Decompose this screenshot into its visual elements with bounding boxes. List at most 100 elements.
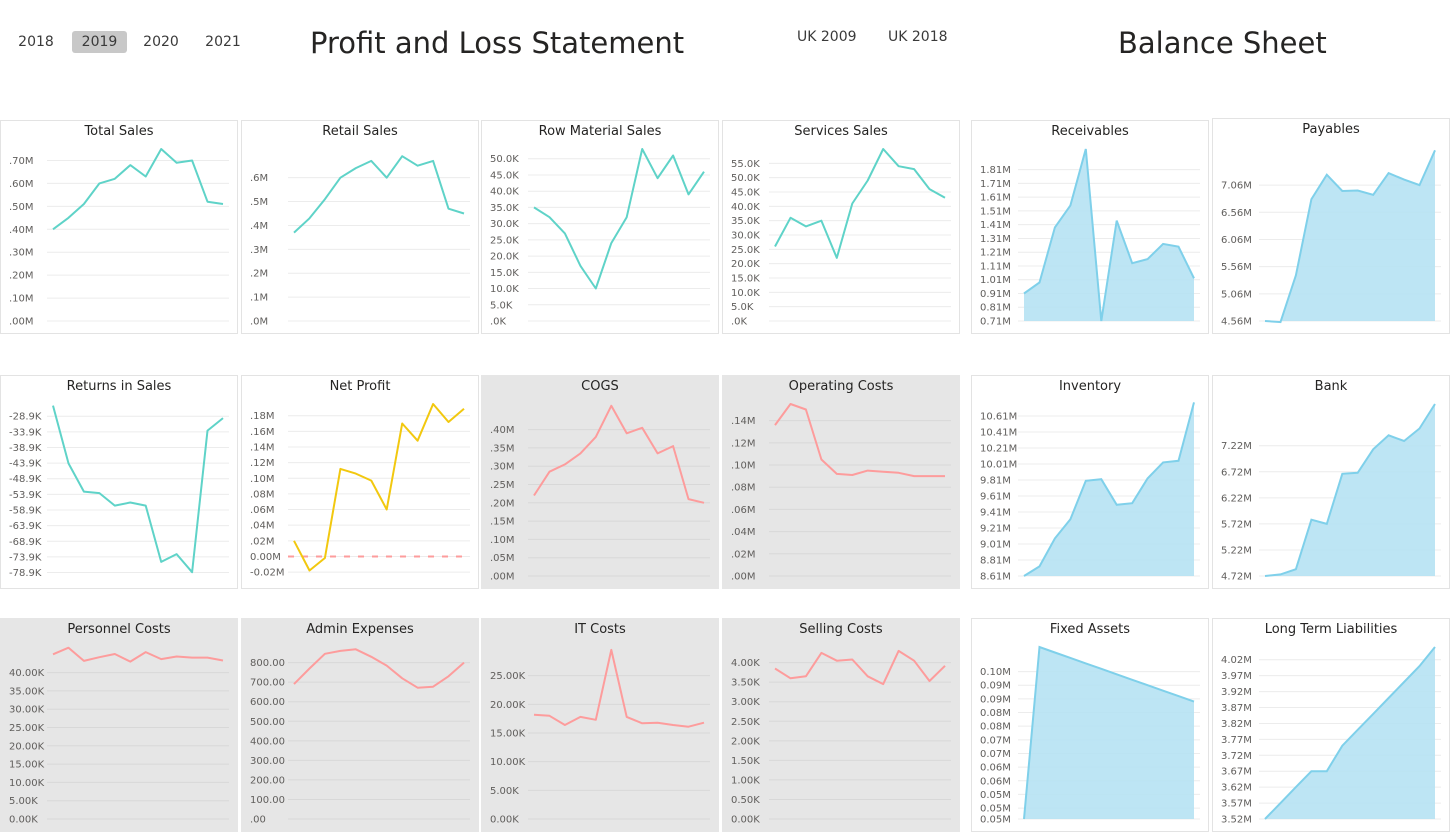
long-term-liabilities-point[interactable] xyxy=(1417,664,1422,669)
year-button-2019[interactable]: 2019 xyxy=(72,31,127,53)
it-costs-point[interactable] xyxy=(593,717,598,722)
operating-costs-point[interactable] xyxy=(788,402,793,407)
long-term-liabilities-point[interactable] xyxy=(1355,727,1360,732)
selling-costs-point[interactable] xyxy=(896,648,901,653)
payables-point[interactable] xyxy=(1278,320,1283,325)
returns-in-sales-point[interactable] xyxy=(112,503,117,508)
row-material-sales-point[interactable] xyxy=(578,263,583,268)
inventory-point[interactable] xyxy=(1083,478,1088,483)
total-sales-point[interactable] xyxy=(190,158,195,163)
cogs-point[interactable] xyxy=(532,493,537,498)
total-sales-panel[interactable]: .70M .60M .50M .40M .30M .20M .10M .00M Total Sa… xyxy=(0,120,238,334)
returns-in-sales-point[interactable] xyxy=(221,416,226,421)
cogs-point[interactable] xyxy=(702,500,707,505)
cogs-point[interactable] xyxy=(624,431,629,436)
operating-costs-point[interactable] xyxy=(819,457,824,462)
cogs-point[interactable] xyxy=(640,425,645,430)
cogs-point[interactable] xyxy=(655,451,660,456)
bank-point[interactable] xyxy=(1278,572,1283,577)
personnel-costs-point[interactable] xyxy=(221,658,226,663)
row-material-sales-point[interactable] xyxy=(624,215,629,220)
it-costs-point[interactable] xyxy=(532,712,537,717)
total-sales-point[interactable] xyxy=(205,199,210,204)
personnel-costs-point[interactable] xyxy=(205,655,210,660)
it-costs-point[interactable] xyxy=(640,721,645,726)
fixed-assets-point[interactable] xyxy=(1037,645,1042,650)
fixed-assets-point[interactable] xyxy=(1099,666,1104,671)
bank-point[interactable] xyxy=(1309,517,1314,522)
payables-point[interactable] xyxy=(1433,148,1438,153)
admin-expenses-point[interactable] xyxy=(431,684,436,689)
bank-point[interactable] xyxy=(1324,521,1329,526)
selling-costs-panel[interactable]: 4.00K 3.50K 3.00K 2.50K 2.00K 1.50K 1.00K 0.50K… xyxy=(722,618,960,832)
it-costs-point[interactable] xyxy=(655,720,660,725)
operating-costs-point[interactable] xyxy=(803,407,808,412)
inventory-point[interactable] xyxy=(1099,477,1104,482)
net-profit-point[interactable] xyxy=(446,419,451,424)
retail-sales-point[interactable] xyxy=(431,158,436,163)
selling-costs-point[interactable] xyxy=(881,682,886,687)
retail-sales-point[interactable] xyxy=(353,166,358,171)
net-profit-point[interactable] xyxy=(369,478,374,483)
receivables-point[interactable] xyxy=(1052,225,1057,230)
fixed-assets-point[interactable] xyxy=(1052,650,1057,655)
inventory-point[interactable] xyxy=(1068,517,1073,522)
bank-point[interactable] xyxy=(1293,567,1298,572)
personnel-costs-point[interactable] xyxy=(51,652,56,657)
receivables-point[interactable] xyxy=(1176,244,1181,249)
row-material-sales-point[interactable] xyxy=(593,286,598,291)
year-button-2021[interactable]: 2021 xyxy=(205,34,241,50)
fixed-assets-point[interactable] xyxy=(1145,683,1150,688)
receivables-point[interactable] xyxy=(1022,291,1027,296)
inventory-point[interactable] xyxy=(1114,502,1119,507)
selling-costs-point[interactable] xyxy=(834,658,839,663)
operating-costs-point[interactable] xyxy=(850,473,855,478)
long-term-liabilities-point[interactable] xyxy=(1309,769,1314,774)
fixed-assets-point[interactable] xyxy=(1161,688,1166,693)
receivables-point[interactable] xyxy=(1130,261,1135,266)
personnel-costs-point[interactable] xyxy=(174,654,179,659)
retail-sales-point[interactable] xyxy=(307,216,312,221)
services-sales-panel[interactable]: 55.0K 50.0K 45.0K 40.0K 35.0K 30.0K 25.0K 20.0K… xyxy=(722,120,960,334)
total-sales-point[interactable] xyxy=(51,227,56,232)
returns-in-sales-point[interactable] xyxy=(51,403,56,408)
receivables-point[interactable] xyxy=(1083,147,1088,152)
cogs-point[interactable] xyxy=(686,497,691,502)
total-sales-point[interactable] xyxy=(81,202,86,207)
inventory-point[interactable] xyxy=(1130,501,1135,506)
net-profit-panel[interactable]: .18M .16M .14M .12M .10M .08M .06M .04M .02M 0.00… xyxy=(241,375,479,589)
selling-costs-point[interactable] xyxy=(943,663,948,668)
fixed-assets-point[interactable] xyxy=(1114,672,1119,677)
total-sales-point[interactable] xyxy=(128,163,133,168)
retail-sales-panel[interactable]: .6M .5M .4M .3M .2M .1M .0M Retail Sales xyxy=(241,120,479,334)
admin-expenses-point[interactable] xyxy=(446,674,451,679)
net-profit-point[interactable] xyxy=(353,471,358,476)
long-term-liabilities-point[interactable] xyxy=(1278,801,1283,806)
retail-sales-point[interactable] xyxy=(384,175,389,180)
returns-in-sales-point[interactable] xyxy=(97,491,102,496)
net-profit-point[interactable] xyxy=(431,402,436,407)
returns-in-sales-point[interactable] xyxy=(66,461,71,466)
bank-panel[interactable]: 7.22M 6.72M 6.22M 5.72M 5.22M 4.72M Bank xyxy=(1212,375,1450,589)
receivables-point[interactable] xyxy=(1192,276,1197,281)
it-costs-panel[interactable]: 25.00K 20.00K 15.00K 10.00K 5.00K 0.00K IT Cos… xyxy=(481,618,719,832)
net-profit-point[interactable] xyxy=(415,438,420,443)
payables-point[interactable] xyxy=(1386,171,1391,176)
selling-costs-point[interactable] xyxy=(865,674,870,679)
row-material-sales-point[interactable] xyxy=(702,169,707,174)
receivables-point[interactable] xyxy=(1145,257,1150,262)
bank-point[interactable] xyxy=(1402,439,1407,444)
row-material-sales-point[interactable] xyxy=(532,205,537,210)
row-material-sales-point[interactable] xyxy=(562,231,567,236)
net-profit-point[interactable] xyxy=(307,568,312,573)
admin-expenses-point[interactable] xyxy=(338,648,343,653)
services-sales-point[interactable] xyxy=(912,167,917,172)
selling-costs-point[interactable] xyxy=(773,666,778,671)
personnel-costs-point[interactable] xyxy=(128,659,133,664)
net-profit-point[interactable] xyxy=(462,406,467,411)
inventory-point[interactable] xyxy=(1022,574,1027,579)
admin-expenses-point[interactable] xyxy=(292,682,297,687)
returns-in-sales-point[interactable] xyxy=(159,559,164,564)
payables-panel[interactable]: 7.06M 6.56M 6.06M 5.56M 5.06M 4.56M Payables xyxy=(1212,118,1450,334)
long-term-liabilities-point[interactable] xyxy=(1433,645,1438,650)
